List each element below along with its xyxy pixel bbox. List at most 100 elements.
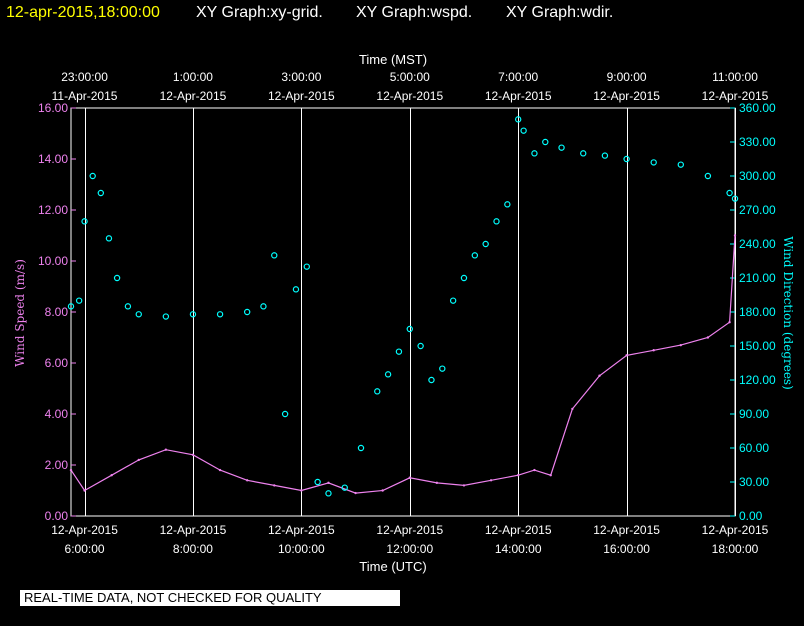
right-tick-label: 90.00 bbox=[739, 407, 769, 421]
top-tick-label-date: 12-Apr-2015 bbox=[702, 89, 769, 103]
wind-direction-marker bbox=[726, 189, 733, 197]
wind-direction-marker bbox=[271, 252, 278, 259]
wind-direction-marker bbox=[542, 138, 549, 146]
right-tick-label: 330.00 bbox=[739, 135, 776, 149]
wind-speed-point bbox=[245, 479, 249, 482]
wind-speed-point bbox=[354, 491, 357, 495]
bottom-tick-label-date: 12-Apr-2015 bbox=[485, 523, 552, 537]
wind-direction-marker bbox=[135, 311, 142, 318]
bottom-tick-label-time: 14:00:00 bbox=[495, 542, 542, 556]
grid bbox=[85, 108, 736, 516]
wind-direction-marker bbox=[482, 240, 489, 248]
top-tick-label-date: 12-Apr-2015 bbox=[593, 89, 660, 103]
wind-direction-marker bbox=[374, 388, 381, 395]
top-axis-ticks: 23:00:00 11-Apr-2015 1:00:00 12-Apr-2015 3:0… bbox=[52, 70, 769, 103]
series-layer bbox=[67, 116, 739, 497]
wind-speed-point bbox=[164, 448, 168, 451]
bottom-tick-label-time: 6:00:00 bbox=[65, 542, 105, 556]
left-axis-ticks: 0.00 2.00 4.00 6.00 8.00 10.00 12.00 14.00 16.00 bbox=[38, 101, 76, 523]
wind-direction-marker bbox=[81, 218, 88, 225]
chart-header: 12-apr-2015,18:00:00 XY Graph:xy-grid. X… bbox=[6, 4, 613, 21]
wind-direction-marker bbox=[493, 218, 500, 225]
wind-direction-marker bbox=[314, 478, 321, 486]
wind-speed-point bbox=[137, 458, 140, 462]
wind-direction-marker bbox=[162, 313, 170, 320]
right-tick-label: 150.00 bbox=[739, 339, 776, 353]
bottom-tick-label-date: 12-Apr-2015 bbox=[268, 523, 335, 537]
wind-speed-point bbox=[381, 489, 384, 492]
wind-direction-marker bbox=[325, 490, 332, 497]
wind-speed-point bbox=[733, 234, 737, 237]
wind-direction-marker bbox=[428, 376, 435, 384]
wind-direction-marker bbox=[504, 201, 511, 208]
wind-speed-point bbox=[327, 481, 330, 485]
top-tick-label-time: 5:00:00 bbox=[390, 70, 430, 84]
bottom-tick-label-time: 12:00:00 bbox=[386, 542, 433, 556]
bottom-tick-label-time: 16:00:00 bbox=[603, 542, 650, 556]
bottom-tick-label-date: 12-Apr-2015 bbox=[160, 523, 227, 537]
bottom-tick-label-date: 12-Apr-2015 bbox=[593, 523, 660, 537]
wind-direction-marker bbox=[189, 311, 197, 318]
right-tick-label: 180.00 bbox=[739, 305, 776, 319]
wind-direction-marker bbox=[677, 161, 684, 168]
wind-speed-point bbox=[625, 354, 628, 357]
wind-direction-marker bbox=[303, 263, 310, 270]
right-tick-label: 360.00 bbox=[739, 101, 776, 115]
graph-title-wspd: XY Graph:wspd. bbox=[356, 4, 472, 21]
wind-direction-marker bbox=[341, 484, 348, 491]
plot-area bbox=[70, 107, 736, 517]
series-line-wind-speed bbox=[70, 235, 736, 494]
wind-speed-point bbox=[652, 349, 655, 352]
wind-direction-marker bbox=[406, 325, 413, 333]
top-tick-label-time: 9:00:00 bbox=[607, 70, 647, 84]
top-tick-label-time: 11:00:00 bbox=[712, 70, 758, 84]
wind-direction-marker bbox=[292, 286, 300, 293]
graph-title-xy-grid: XY Graph:xy-grid. bbox=[196, 4, 323, 21]
bottom-tick-label-date: 12-Apr-2015 bbox=[702, 523, 769, 537]
top-tick-label-date: 12-Apr-2015 bbox=[160, 89, 227, 103]
bottom-tick-label-time: 18:00:00 bbox=[712, 542, 759, 556]
wind-direction-marker bbox=[439, 365, 446, 372]
wind-speed-point bbox=[598, 374, 601, 377]
right-tick-label: 270.00 bbox=[739, 203, 776, 217]
wind-speed-point bbox=[706, 336, 710, 339]
wind-direction-marker bbox=[97, 189, 105, 197]
wind-speed-point bbox=[191, 453, 195, 456]
left-tick-label: 10.00 bbox=[38, 254, 68, 268]
wind-speed-point bbox=[408, 476, 411, 479]
bottom-tick-label-time: 8:00:00 bbox=[173, 542, 213, 556]
wind-speed-point bbox=[273, 484, 276, 487]
wind-direction-marker bbox=[67, 303, 75, 310]
wind-direction-marker bbox=[531, 150, 538, 157]
wind-direction-marker bbox=[520, 127, 527, 134]
bottom-tick-label-time: 10:00:00 bbox=[278, 542, 325, 556]
right-tick-label: 210.00 bbox=[739, 271, 776, 285]
left-tick-label: 8.00 bbox=[45, 305, 69, 319]
wind-direction-marker bbox=[260, 303, 267, 310]
wind-direction-marker bbox=[124, 303, 132, 310]
wind-direction-marker bbox=[623, 155, 630, 163]
wind-speed-point bbox=[462, 484, 466, 487]
left-tick-label: 2.00 bbox=[45, 458, 69, 472]
top-tick-label-time: 7:00:00 bbox=[498, 70, 538, 84]
wind-direction-marker bbox=[514, 116, 522, 123]
wind-direction-marker bbox=[243, 308, 251, 316]
graph-title-wdir: XY Graph:wdir. bbox=[506, 4, 613, 21]
left-tick-label: 4.00 bbox=[45, 407, 69, 421]
wind-speed-point bbox=[435, 481, 439, 485]
right-tick-label: 120.00 bbox=[739, 373, 776, 387]
quality-disclaimer: REAL-TIME DATA, NOT CHECKED FOR QUALITY bbox=[20, 590, 400, 606]
top-tick-label-date: 12-Apr-2015 bbox=[376, 89, 443, 103]
right-tick-label: 240.00 bbox=[739, 237, 776, 251]
wind-direction-marker bbox=[75, 297, 83, 304]
right-tick-label: 60.00 bbox=[739, 441, 769, 455]
wind-direction-marker bbox=[558, 144, 565, 151]
wind-speed-point bbox=[549, 474, 552, 477]
wind-speed-point bbox=[571, 407, 574, 411]
wind-speed-point bbox=[516, 474, 520, 477]
wind-direction-marker bbox=[449, 297, 457, 304]
left-tick-label: 16.00 bbox=[38, 101, 68, 115]
wind-direction-marker bbox=[580, 150, 587, 157]
wind-speed-point bbox=[218, 468, 222, 472]
